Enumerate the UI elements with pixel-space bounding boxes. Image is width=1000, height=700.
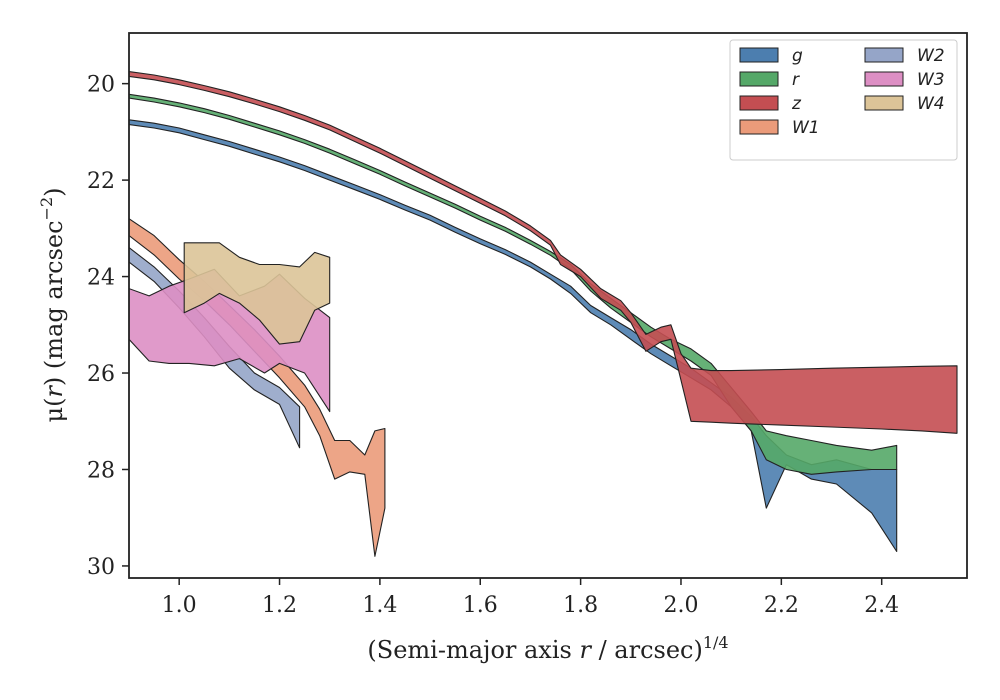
legend-label-w1: W1 bbox=[792, 118, 820, 138]
legend-label-w4: W4 bbox=[917, 94, 945, 114]
y-tick-label: 30 bbox=[87, 555, 115, 580]
x-tick-label: 1.2 bbox=[262, 593, 297, 618]
legend: grz W1 W2 W3 W4 bbox=[729, 39, 958, 161]
y-tick-label: 28 bbox=[87, 458, 115, 483]
y-axis-label-main: μ( bbox=[40, 398, 68, 423]
y-tick-label: 24 bbox=[87, 266, 115, 291]
legend-label-r: r bbox=[792, 70, 800, 90]
x-axis-label-main: (Semi-major axis bbox=[367, 636, 579, 664]
y-tick-label: 20 bbox=[87, 73, 115, 98]
x-axis-ticks: 1.0 1.2 1.4 1.6 1.8 2.0 2.2 2.4 bbox=[162, 578, 899, 618]
x-tick-label: 2.2 bbox=[764, 593, 799, 618]
legend-label-g: g bbox=[792, 46, 803, 66]
x-axis-label: (Semi-major axis r / arcsec)1/4 bbox=[367, 633, 728, 664]
x-axis-label-var: r bbox=[579, 636, 592, 664]
legend-swatch-w4 bbox=[864, 95, 904, 111]
legend-swatch-r bbox=[739, 71, 779, 87]
x-axis-label-rest: / arcsec) bbox=[591, 636, 703, 664]
x-tick-label: 2.4 bbox=[864, 593, 899, 618]
legend-swatch-w2 bbox=[864, 47, 904, 63]
legend-label-w2: W2 bbox=[917, 46, 945, 66]
y-tick-label: 22 bbox=[87, 169, 115, 194]
band-w4 bbox=[183, 242, 331, 345]
legend-swatch-w1 bbox=[739, 119, 779, 135]
y-axis-ticks: 20 22 24 26 28 30 bbox=[87, 73, 129, 580]
y-axis-label-exponent: −2 bbox=[37, 197, 56, 221]
y-axis-label-end: ) bbox=[40, 187, 68, 196]
x-tick-label: 1.0 bbox=[162, 593, 197, 618]
legend-frame bbox=[729, 39, 958, 161]
x-tick-label: 1.6 bbox=[463, 593, 498, 618]
y-axis-label-var: r bbox=[40, 385, 68, 398]
y-axis-label-rest: ) (mag arcsec bbox=[40, 220, 68, 386]
y-tick-label: 26 bbox=[87, 362, 115, 387]
x-tick-label: 1.4 bbox=[362, 593, 397, 618]
legend-swatch-w3 bbox=[864, 71, 904, 87]
plot-frame bbox=[128, 32, 968, 579]
x-tick-label: 2.0 bbox=[663, 593, 698, 618]
x-axis-label-exponent: 1/4 bbox=[703, 633, 729, 652]
legend-swatch-z bbox=[739, 95, 779, 111]
band-z bbox=[129, 71, 958, 434]
x-tick-label: 1.8 bbox=[563, 593, 598, 618]
band-r bbox=[129, 93, 898, 475]
y-axis-label: μ(r) (mag arcsec−2) bbox=[37, 187, 68, 422]
legend-label-z: z bbox=[791, 94, 802, 114]
band-g bbox=[129, 119, 898, 553]
legend-swatch-g bbox=[739, 47, 779, 63]
legend-label-w3: W3 bbox=[917, 70, 945, 90]
series-bands bbox=[129, 71, 958, 557]
